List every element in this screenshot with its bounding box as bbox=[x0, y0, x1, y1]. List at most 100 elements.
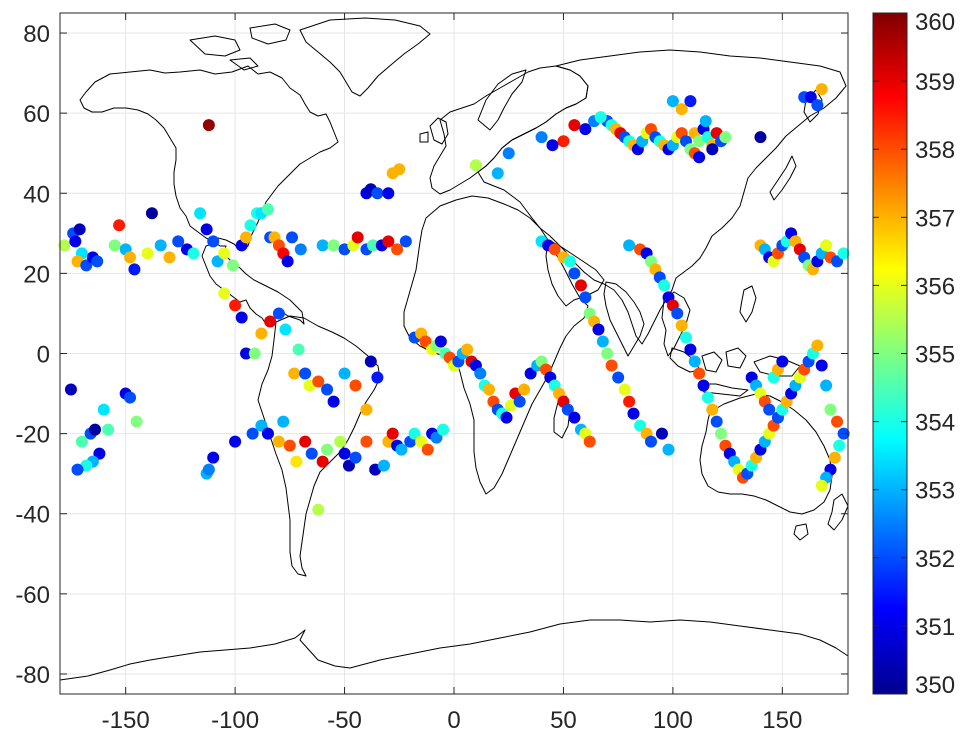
colorbar-ticks: 350 351 352 353 354 355 356 357 358 359 360 bbox=[873, 9, 955, 699]
coast-scandinavia bbox=[477, 69, 527, 131]
data-point bbox=[820, 379, 833, 392]
data-point bbox=[277, 415, 290, 428]
data-point bbox=[697, 379, 710, 392]
data-point bbox=[292, 343, 305, 356]
colorbar-tick-label: 350 bbox=[915, 672, 955, 699]
data-point bbox=[701, 391, 714, 404]
coast-greenland bbox=[299, 17, 431, 97]
data-point bbox=[272, 307, 285, 320]
data-point bbox=[97, 403, 110, 416]
data-point bbox=[655, 427, 668, 440]
coast-tasmania bbox=[793, 523, 809, 541]
data-point bbox=[546, 139, 559, 152]
data-point bbox=[811, 339, 824, 352]
data-point bbox=[574, 279, 587, 292]
data-point bbox=[229, 299, 242, 312]
data-point bbox=[833, 439, 846, 452]
data-point bbox=[299, 435, 312, 448]
coast-antarctica bbox=[59, 619, 849, 695]
data-point bbox=[113, 219, 126, 232]
plot-area: -150 -100 -50 0 50 100 150 80 60 40 20 0 -20 -40 -60 -… bbox=[15, 12, 850, 734]
data-point bbox=[815, 83, 828, 96]
data-point bbox=[491, 167, 504, 180]
data-point bbox=[754, 131, 767, 144]
data-point bbox=[710, 415, 723, 428]
data-point bbox=[419, 335, 432, 348]
x-tick-label: -100 bbox=[211, 707, 259, 734]
data-point bbox=[811, 99, 824, 112]
data-point bbox=[338, 367, 351, 380]
data-point bbox=[316, 455, 329, 468]
data-point bbox=[194, 207, 207, 220]
data-point bbox=[154, 239, 167, 252]
data-point bbox=[776, 355, 789, 368]
data-point bbox=[327, 395, 340, 408]
data-point bbox=[684, 343, 697, 356]
data-point bbox=[399, 235, 412, 248]
data-point bbox=[675, 319, 688, 332]
data-point bbox=[437, 423, 450, 436]
data-point bbox=[831, 415, 844, 428]
data-point bbox=[719, 131, 732, 144]
data-point bbox=[316, 239, 329, 252]
colorbar-tick-label: 357 bbox=[915, 205, 955, 232]
data-point bbox=[837, 247, 850, 260]
y-tick-label: -60 bbox=[15, 582, 50, 609]
data-point bbox=[338, 447, 351, 460]
data-point bbox=[820, 239, 833, 252]
data-point bbox=[255, 327, 268, 340]
data-point bbox=[393, 163, 406, 176]
x-tick-label: 150 bbox=[762, 707, 802, 734]
data-point bbox=[218, 287, 231, 300]
data-point bbox=[312, 503, 325, 516]
data-point bbox=[218, 247, 231, 260]
data-point bbox=[283, 439, 296, 452]
data-point bbox=[58, 239, 71, 252]
x-axis-ticks: -150 -100 -50 0 50 100 150 bbox=[102, 13, 802, 734]
data-point bbox=[693, 151, 706, 164]
data-point bbox=[240, 347, 253, 360]
data-point bbox=[102, 423, 115, 436]
data-point bbox=[596, 335, 609, 348]
data-point bbox=[469, 159, 482, 172]
data-point bbox=[93, 447, 106, 460]
data-point bbox=[662, 443, 675, 456]
data-point bbox=[261, 203, 274, 216]
data-point bbox=[360, 435, 373, 448]
data-point bbox=[207, 451, 220, 464]
data-point bbox=[618, 383, 631, 396]
data-point bbox=[461, 343, 474, 356]
data-point bbox=[564, 255, 577, 268]
data-point bbox=[828, 451, 841, 464]
data-point bbox=[80, 259, 93, 272]
data-point bbox=[623, 239, 636, 252]
x-tick-label: 0 bbox=[447, 707, 460, 734]
data-point bbox=[235, 311, 248, 324]
data-point bbox=[684, 95, 697, 108]
data-point bbox=[518, 383, 531, 396]
x-tick-label: -50 bbox=[327, 707, 362, 734]
data-point bbox=[568, 411, 581, 424]
data-point bbox=[64, 383, 77, 396]
data-point bbox=[377, 459, 390, 472]
data-point bbox=[671, 307, 684, 320]
data-point bbox=[524, 367, 537, 380]
data-point bbox=[130, 415, 143, 428]
x-tick-label: 100 bbox=[653, 707, 693, 734]
data-point bbox=[279, 323, 292, 336]
data-point bbox=[634, 419, 647, 432]
y-tick-label: 0 bbox=[37, 342, 50, 369]
data-point bbox=[371, 371, 384, 384]
colorbar-tick-label: 352 bbox=[915, 546, 955, 573]
data-point bbox=[421, 443, 434, 456]
coast-australia bbox=[699, 393, 833, 515]
data-point bbox=[255, 419, 268, 432]
data-point bbox=[699, 115, 712, 128]
data-point bbox=[89, 423, 102, 436]
data-point bbox=[645, 435, 657, 448]
data-point bbox=[108, 239, 121, 252]
data-point bbox=[202, 119, 215, 132]
colorbar-tick-label: 354 bbox=[915, 410, 955, 437]
